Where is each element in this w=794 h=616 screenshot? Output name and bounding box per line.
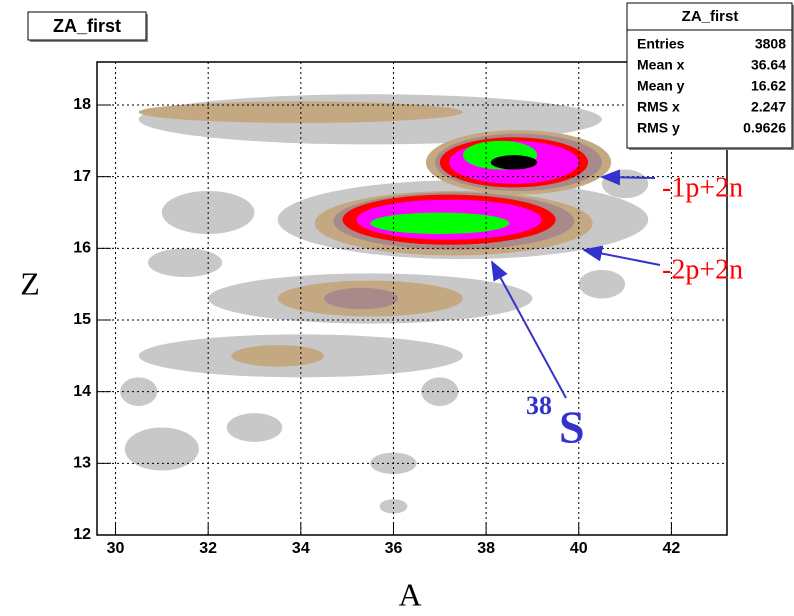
- stats-label: RMS x: [637, 99, 680, 115]
- stats-value: 16.62: [751, 78, 786, 94]
- stats-value: 2.247: [751, 99, 786, 115]
- contour-region: [226, 413, 283, 442]
- arrow: [491, 260, 567, 399]
- contour-region: [601, 169, 649, 199]
- y-axis-label: Z: [20, 265, 40, 301]
- contour-region: [323, 287, 399, 310]
- stats-value: 3808: [755, 36, 786, 52]
- x-tick-label: 38: [477, 540, 495, 557]
- x-tick-label: 36: [385, 540, 403, 557]
- frame: [96, 61, 728, 536]
- y-tick-label: 12: [73, 526, 91, 543]
- title-box: [27, 11, 147, 41]
- x-tick-label: 34: [292, 540, 310, 557]
- contour-region: [379, 499, 408, 514]
- chart-title: ZA_first: [53, 16, 121, 36]
- stats-value: 0.9626: [743, 120, 786, 136]
- x-tick-label: 30: [107, 540, 125, 557]
- annotation: -1p+2n: [662, 172, 743, 203]
- arrow: [582, 245, 661, 266]
- contour-region: [370, 212, 510, 234]
- contour-region: [490, 155, 538, 170]
- y-tick-label: 17: [73, 168, 91, 185]
- stats-frame: [626, 2, 793, 149]
- stats-label: Mean x: [637, 57, 685, 73]
- y-tick-label: 13: [73, 455, 91, 472]
- stats-value: 36.64: [751, 57, 786, 73]
- stats-label: Entries: [637, 36, 685, 52]
- annotation: S: [559, 402, 585, 453]
- x-tick-label: 42: [663, 540, 681, 557]
- arrow: [600, 169, 656, 186]
- y-tick-label: 18: [73, 96, 91, 113]
- stats-box: ZA_first Entries 3808 Mean x 36.64 Mean y 16.…: [626, 2, 794, 150]
- stats-label: Mean y: [637, 78, 685, 94]
- x-tick-label: 40: [570, 540, 588, 557]
- annotation: -2p+2n: [662, 254, 743, 285]
- contour-region: [124, 427, 199, 471]
- contour-layer: [120, 94, 649, 514]
- x-axis-label: A: [398, 576, 421, 612]
- contour-region: [578, 269, 626, 299]
- annotation-superscript: 38: [526, 391, 552, 420]
- y-tick-label: 15: [73, 311, 91, 328]
- y-tick-label: 14: [73, 383, 91, 400]
- y-tick-label: 16: [73, 240, 91, 257]
- x-tick-label: 32: [199, 540, 217, 557]
- stats-title: ZA_first: [682, 8, 739, 25]
- contour-region: [231, 345, 324, 367]
- contour-region: [421, 377, 459, 406]
- contour-region: [147, 248, 223, 277]
- stats-label: RMS y: [637, 120, 680, 136]
